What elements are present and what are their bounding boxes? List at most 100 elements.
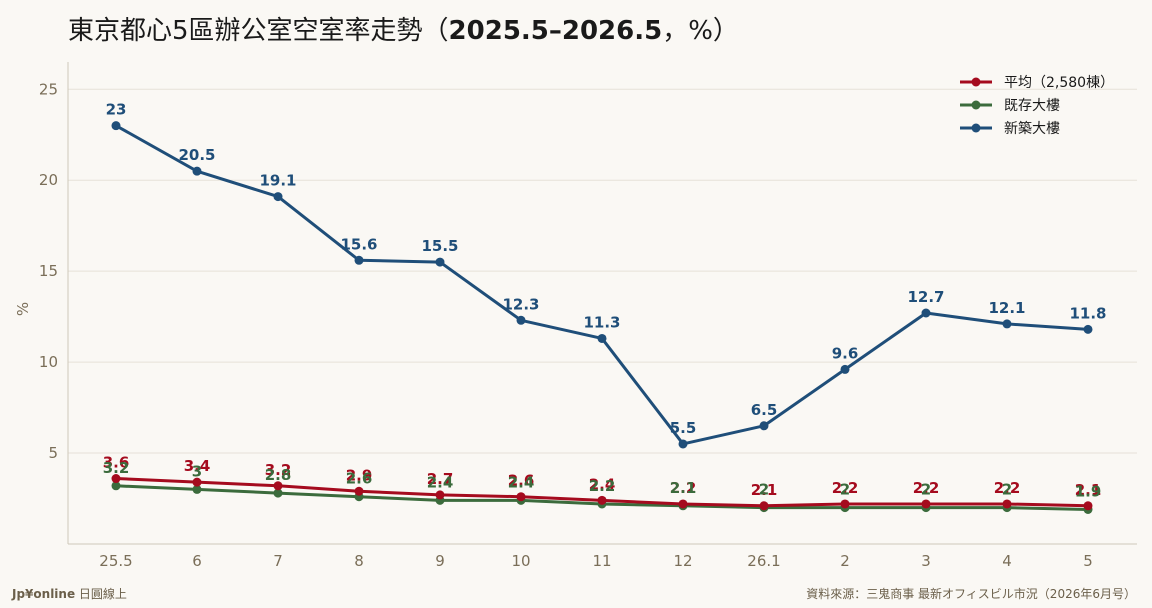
data-point xyxy=(597,495,607,505)
data-point xyxy=(273,192,283,202)
legend-label: 平均（2,580棟） xyxy=(1004,75,1114,91)
data-point xyxy=(921,499,931,509)
data-point xyxy=(840,364,850,374)
data-label: 2.2 xyxy=(994,479,1021,497)
data-point xyxy=(1083,324,1093,334)
data-label: 3.2 xyxy=(265,461,292,479)
x-tick-label: 8 xyxy=(354,552,364,570)
data-label: 15.6 xyxy=(340,235,377,253)
data-label: 15.5 xyxy=(421,237,458,255)
x-tick-label: 12 xyxy=(673,552,692,570)
data-label: 5.5 xyxy=(670,419,697,437)
chart-title: 東京都心5區辦公室空室率走勢（2025.5–2026.5，%） xyxy=(68,10,739,47)
y-tick-label: 15 xyxy=(39,262,58,280)
y-axis-label: % xyxy=(14,302,32,316)
data-point xyxy=(192,166,202,176)
data-label: 2.4 xyxy=(589,475,616,493)
data-point xyxy=(759,501,769,511)
data-label: 2.1 xyxy=(751,481,778,499)
data-label: 2.9 xyxy=(346,466,373,484)
data-point xyxy=(516,315,526,325)
data-point xyxy=(1083,501,1093,511)
data-point xyxy=(921,308,931,318)
data-label: 3 xyxy=(192,462,202,480)
data-point xyxy=(678,499,688,509)
data-point xyxy=(597,333,607,343)
data-label: 2.1 xyxy=(670,479,697,497)
data-label: 23 xyxy=(106,101,127,119)
data-point xyxy=(354,486,364,496)
data-point xyxy=(111,121,121,131)
data-label: 3.6 xyxy=(103,454,130,472)
brand-subtitle: 日圓線上 xyxy=(75,587,127,601)
data-point xyxy=(1002,319,1012,329)
legend-label: 既存大樓 xyxy=(1004,98,1060,114)
data-label: 2 xyxy=(840,481,850,499)
data-label: 9.6 xyxy=(832,344,859,362)
data-point xyxy=(435,490,445,500)
data-label: 2 xyxy=(759,481,769,499)
data-label: 2.2 xyxy=(832,479,859,497)
data-label: 2.2 xyxy=(913,479,940,497)
source-note: 資料來源：三鬼商事 最新オフィスビル市況（2026年6月号） xyxy=(806,587,1136,601)
x-tick-label: 4 xyxy=(1002,552,1012,570)
data-label: 2.4 xyxy=(508,473,535,491)
data-point xyxy=(1002,499,1012,509)
data-label: 2.6 xyxy=(346,470,373,488)
data-label: 2.1 xyxy=(1075,481,1102,499)
data-label: 11.3 xyxy=(583,313,620,331)
legend-marker xyxy=(971,123,981,133)
chart-title-prefix: 東京都心5區辦公室空室率走勢（ xyxy=(68,16,449,46)
data-label: 6.5 xyxy=(751,401,778,419)
data-label: 11.8 xyxy=(1069,304,1106,322)
legend-marker xyxy=(971,100,981,110)
data-label: 2.2 xyxy=(589,477,616,495)
data-label: 12.1 xyxy=(988,299,1025,317)
x-tick-label: 11 xyxy=(592,552,611,570)
data-point xyxy=(273,481,283,491)
data-point xyxy=(840,499,850,509)
data-label: 3.2 xyxy=(103,459,130,477)
x-tick-label: 3 xyxy=(921,552,931,570)
chart-title-suffix: ，%） xyxy=(662,16,739,46)
x-tick-label: 6 xyxy=(192,552,202,570)
data-label: 12.7 xyxy=(907,288,944,306)
x-tick-label: 26.1 xyxy=(747,552,780,570)
data-label: 2 xyxy=(921,481,931,499)
x-tick-label: 5 xyxy=(1083,552,1093,570)
data-label: 2.4 xyxy=(427,473,454,491)
legend-label: 新築大樓 xyxy=(1004,121,1060,137)
data-label: 2 xyxy=(1002,481,1012,499)
data-point xyxy=(192,477,202,487)
data-point xyxy=(273,488,283,498)
data-point xyxy=(435,257,445,267)
x-tick-label: 7 xyxy=(273,552,283,570)
data-point xyxy=(516,492,526,502)
x-tick-label: 9 xyxy=(435,552,445,570)
data-label: 2.7 xyxy=(427,470,454,488)
data-point xyxy=(111,474,121,484)
data-label: 19.1 xyxy=(259,172,296,190)
data-point xyxy=(354,255,364,265)
x-tick-label: 10 xyxy=(511,552,530,570)
data-label: 1.9 xyxy=(1075,482,1102,500)
y-tick-label: 25 xyxy=(39,80,58,98)
data-label: 12.3 xyxy=(502,295,539,313)
x-tick-label: 25.5 xyxy=(99,552,132,570)
data-label: 3.4 xyxy=(184,457,211,475)
x-tick-label: 2 xyxy=(840,552,850,570)
data-label: 2.6 xyxy=(508,472,535,490)
data-label: 20.5 xyxy=(178,146,215,164)
data-point xyxy=(678,439,688,449)
data-label: 2.2 xyxy=(670,479,697,497)
data-label: 2.8 xyxy=(265,466,292,484)
brand-logo-text: Jp¥online xyxy=(12,587,76,601)
data-point xyxy=(111,481,121,491)
chart-title-range: 2025.5–2026.5 xyxy=(448,16,663,46)
y-tick-label: 5 xyxy=(48,444,58,462)
footer-brand: Jp¥online 日圓線上 xyxy=(12,585,127,602)
y-tick-label: 20 xyxy=(39,171,58,189)
legend-marker xyxy=(971,77,981,87)
data-point xyxy=(759,421,769,431)
